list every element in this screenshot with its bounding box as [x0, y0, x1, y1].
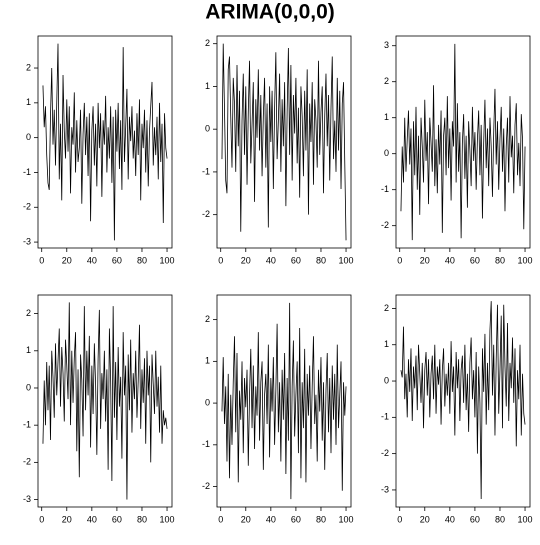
y-tick-label: -2 — [381, 220, 389, 230]
y-tick-label: 1 — [26, 345, 31, 355]
y-tick-label: -1 — [23, 167, 31, 177]
y-tick-label: 1 — [26, 97, 31, 107]
plot-frame — [37, 294, 173, 508]
y-tick-label: -2 — [381, 448, 389, 458]
y-tick-label: 0 — [205, 397, 210, 407]
x-tick-label: 40 — [266, 255, 276, 265]
x-tick-label: 0 — [39, 514, 44, 524]
x-tick-label: 60 — [291, 514, 301, 524]
plot-frame — [395, 35, 531, 249]
y-tick-label: -3 — [23, 494, 31, 504]
series-line — [400, 301, 526, 500]
plot-frame — [216, 35, 352, 249]
y-tick-label: -1 — [202, 166, 210, 176]
x-tick-label: 60 — [112, 255, 122, 265]
x-tick-label: 40 — [87, 255, 97, 265]
plot-frame — [37, 35, 173, 249]
y-tick-label: -1 — [23, 420, 31, 430]
y-tick-label: -2 — [202, 209, 210, 219]
y-tick-label: 0 — [26, 382, 31, 392]
x-tick-label: 100 — [339, 255, 354, 265]
x-tick-label: 20 — [420, 255, 430, 265]
x-tick-label: 60 — [470, 514, 480, 524]
y-tick-label: 2 — [205, 314, 210, 324]
x-tick-label: 100 — [160, 514, 175, 524]
y-tick-label: 0 — [384, 375, 389, 385]
series-line — [42, 43, 168, 241]
y-tick-label: 1 — [205, 81, 210, 91]
x-tick-label: 80 — [137, 514, 147, 524]
x-tick-label: 20 — [241, 255, 251, 265]
x-tick-label: 80 — [495, 255, 505, 265]
y-tick-label: -1 — [381, 184, 389, 194]
x-tick-label: 20 — [241, 514, 251, 524]
plot-frame — [216, 294, 352, 508]
y-tick-label: 2 — [384, 303, 389, 313]
x-tick-label: 100 — [518, 514, 533, 524]
x-tick-label: 0 — [397, 514, 402, 524]
x-tick-label: 80 — [316, 255, 326, 265]
x-tick-label: 100 — [160, 255, 175, 265]
x-tick-label: 0 — [218, 514, 223, 524]
y-tick-label: -1 — [202, 439, 210, 449]
x-tick-label: 60 — [470, 255, 480, 265]
x-tick-label: 100 — [518, 255, 533, 265]
series-line — [221, 302, 347, 500]
y-tick-label: 1 — [384, 112, 389, 122]
y-tick-label: 2 — [26, 308, 31, 318]
plot-frame — [395, 294, 531, 508]
y-tick-label: -1 — [381, 412, 389, 422]
x-tick-label: 20 — [62, 255, 72, 265]
x-tick-label: 40 — [445, 514, 455, 524]
y-tick-label: 0 — [26, 132, 31, 142]
x-tick-label: 80 — [495, 514, 505, 524]
y-tick-label: 2 — [26, 62, 31, 72]
y-tick-label: 0 — [384, 148, 389, 158]
x-tick-label: 40 — [445, 255, 455, 265]
x-tick-label: 80 — [137, 255, 147, 265]
y-tick-label: -3 — [381, 484, 389, 494]
x-tick-label: 20 — [62, 514, 72, 524]
x-tick-label: 40 — [87, 514, 97, 524]
x-tick-label: 20 — [420, 514, 430, 524]
series-line — [221, 43, 347, 241]
y-tick-label: -2 — [23, 202, 31, 212]
y-tick-label: 0 — [205, 124, 210, 134]
x-tick-label: 100 — [339, 514, 354, 524]
y-tick-label: -2 — [202, 481, 210, 491]
x-tick-label: 80 — [316, 514, 326, 524]
series-line — [400, 43, 526, 241]
y-tick-label: -2 — [23, 457, 31, 467]
y-tick-label: 1 — [205, 356, 210, 366]
y-tick-label: 3 — [384, 40, 389, 50]
x-tick-label: 0 — [218, 255, 223, 265]
x-tick-label: 60 — [112, 514, 122, 524]
x-tick-label: 40 — [266, 514, 276, 524]
x-tick-label: 0 — [39, 255, 44, 265]
x-tick-label: 0 — [397, 255, 402, 265]
series-line — [42, 302, 168, 500]
y-tick-label: 2 — [384, 76, 389, 86]
y-tick-label: -3 — [23, 236, 31, 246]
chart-title: ARIMA(0,0,0) — [205, 1, 335, 24]
y-tick-label: 2 — [205, 38, 210, 48]
y-tick-label: 1 — [384, 339, 389, 349]
x-tick-label: 60 — [291, 255, 301, 265]
